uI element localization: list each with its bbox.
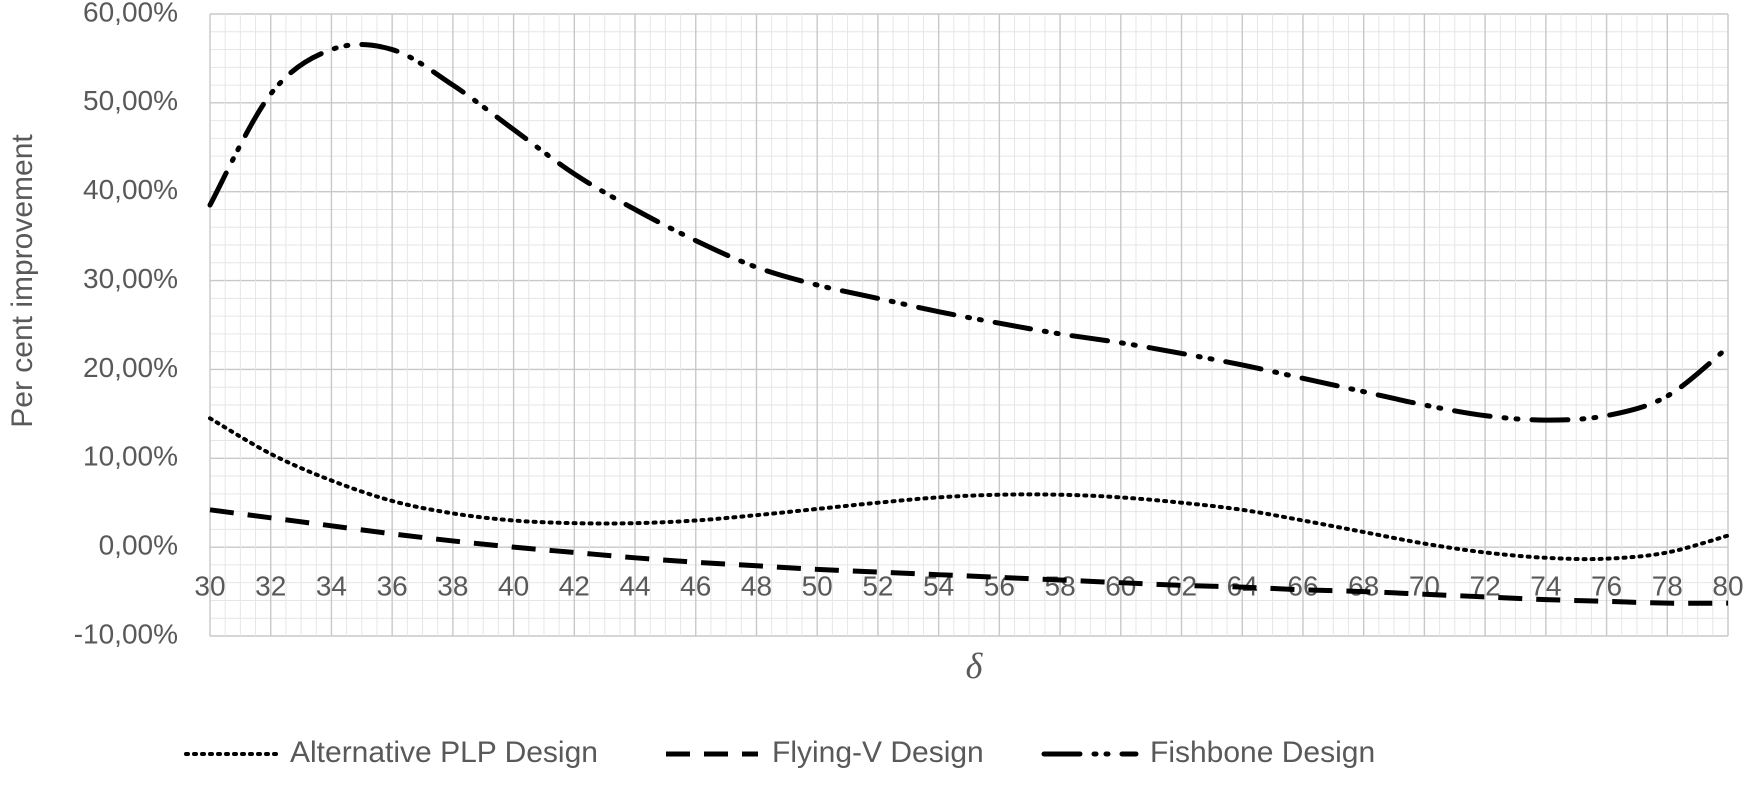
y-axis-ticks: -10,00% 0,00% 10,00% 20,00% 30,00% 40,00% 50,0… xyxy=(74,0,178,649)
x-axis-ticks: 30 32 34 36 38 40 42 44 46 48 50 52 54 56 58 60 62 64 66 68… xyxy=(194,570,1743,601)
x-tick-label: 32 xyxy=(255,570,286,601)
legend-label: Flying-V Design xyxy=(772,736,984,769)
y-tick-label: 0,00% xyxy=(99,530,178,561)
series-line-fishbone-design xyxy=(207,42,1731,423)
x-tick-label: 42 xyxy=(559,570,590,601)
x-tick-label: 66 xyxy=(1287,570,1318,601)
x-tick-label: 40 xyxy=(498,570,529,601)
y-axis-title: Per cent improvement xyxy=(6,134,39,428)
x-tick-label: 76 xyxy=(1591,570,1622,601)
y-tick-label: 60,00% xyxy=(83,0,178,27)
x-tick-label: 34 xyxy=(316,570,347,601)
x-tick-label: 58 xyxy=(1045,570,1076,601)
x-axis-title: δ xyxy=(966,646,984,686)
y-tick-label: 10,00% xyxy=(83,441,178,472)
legend: Alternative PLP Design Flying-V Design Fis… xyxy=(184,736,1375,769)
x-tick-label: 44 xyxy=(619,570,650,601)
y-tick-label: 40,00% xyxy=(83,174,178,205)
x-tick-label: 48 xyxy=(741,570,772,601)
x-tick-label: 78 xyxy=(1652,570,1683,601)
x-tick-label: 52 xyxy=(862,570,893,601)
y-tick-label: -10,00% xyxy=(74,618,178,649)
series-lines xyxy=(207,42,1731,606)
grid xyxy=(209,13,1729,637)
x-tick-label: 74 xyxy=(1530,570,1561,601)
y-tick-label: 50,00% xyxy=(83,85,178,116)
y-tick-label: 30,00% xyxy=(83,263,178,294)
legend-label: Fishbone Design xyxy=(1150,736,1375,769)
x-tick-label: 80 xyxy=(1712,570,1743,601)
x-tick-label: 36 xyxy=(377,570,408,601)
x-tick-label: 50 xyxy=(802,570,833,601)
x-tick-label: 68 xyxy=(1348,570,1379,601)
legend-label: Alternative PLP Design xyxy=(290,736,598,769)
x-tick-label: 46 xyxy=(680,570,711,601)
x-tick-label: 38 xyxy=(437,570,468,601)
legend-entry: Alternative PLP Design xyxy=(184,736,598,769)
legend-entry: Flying-V Design xyxy=(666,736,984,769)
y-tick-label: 20,00% xyxy=(83,352,178,383)
legend-entry: Fishbone Design xyxy=(1041,736,1375,769)
series-line-alternative-plp-design xyxy=(208,416,1730,562)
series-line-flying-v-design xyxy=(209,507,1729,606)
x-tick-label: 60 xyxy=(1105,570,1136,601)
x-tick-label: 30 xyxy=(194,570,225,601)
